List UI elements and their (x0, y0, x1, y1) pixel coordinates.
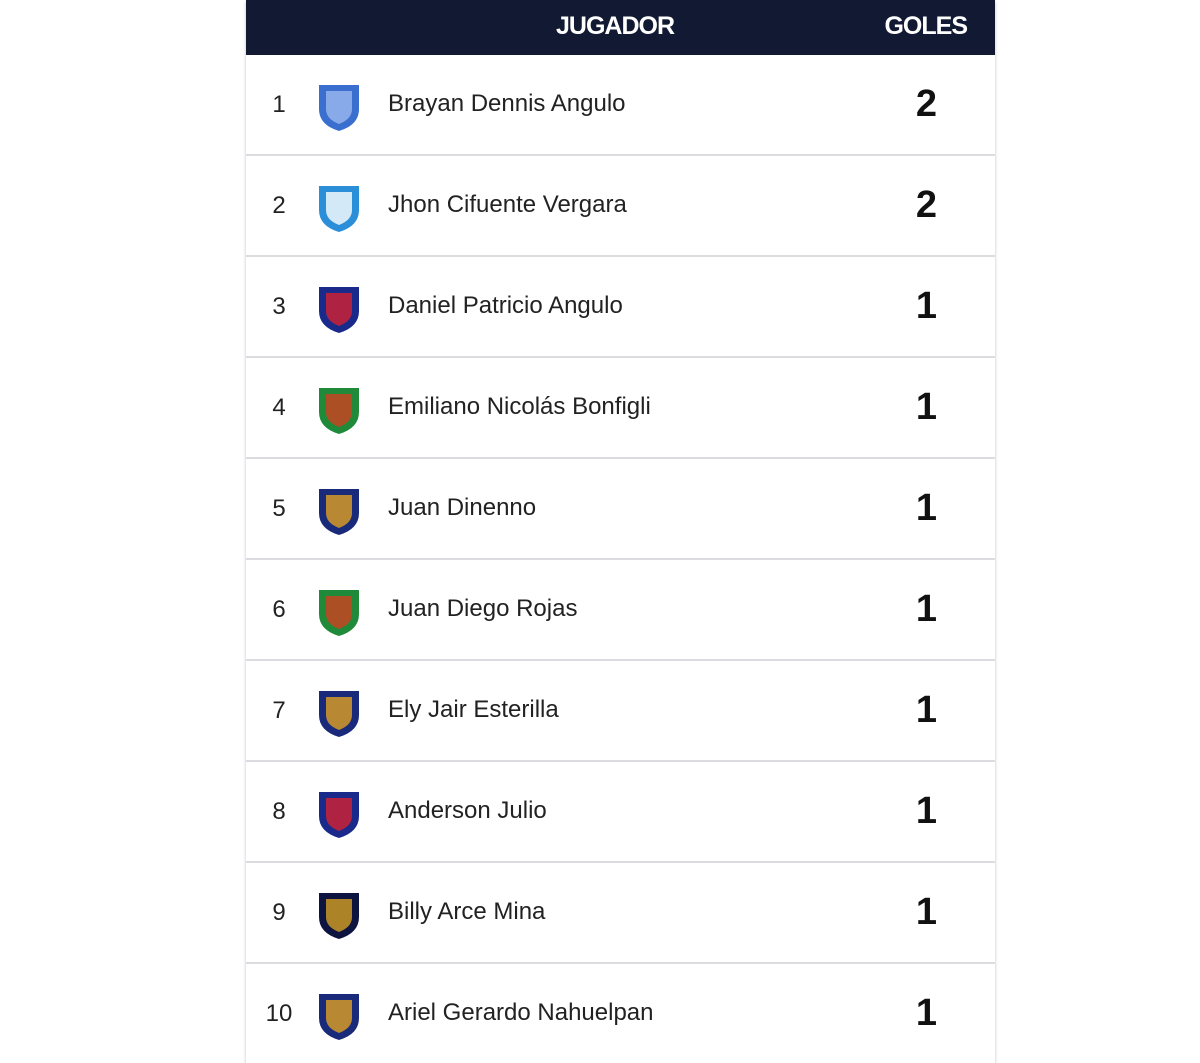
goals-count: 2 (915, 83, 937, 125)
rank: 4 (272, 394, 286, 421)
rank: 9 (272, 899, 286, 926)
rank: 1 (272, 91, 286, 118)
table-row[interactable]: 5 Juan Dinenno 1 (246, 459, 995, 560)
player-name[interactable]: Emiliano Nicolás Bonfigli (388, 393, 651, 420)
column-header-player[interactable]: JUGADOR (556, 12, 675, 40)
player-name[interactable]: Ariel Gerardo Nahuelpan (388, 999, 654, 1026)
table-row[interactable]: 3 Daniel Patricio Angulo 1 (246, 257, 995, 358)
goals-count: 2 (915, 184, 937, 226)
goals-count: 1 (915, 588, 937, 630)
table-row[interactable]: 10 Ariel Gerardo Nahuelpan 1 (246, 964, 995, 1063)
column-header-goals[interactable]: GOLES (884, 12, 968, 40)
rank: 5 (272, 495, 286, 522)
player-name[interactable]: Anderson Julio (388, 797, 547, 824)
goals-count: 1 (915, 487, 937, 529)
barcelona-sc-crest-icon (314, 483, 364, 537)
goals-count: 1 (915, 790, 937, 832)
rank: 7 (272, 697, 286, 724)
barcelona-sc-crest-icon (314, 685, 364, 739)
rank: 6 (272, 596, 286, 623)
goals-count: 1 (915, 386, 937, 428)
table-row[interactable]: 8 Anderson Julio 1 (246, 762, 995, 863)
goals-count: 1 (915, 992, 937, 1034)
rank: 8 (272, 798, 286, 825)
table-row[interactable]: 4 Emiliano Nicolás Bonfigli 1 (246, 358, 995, 459)
player-name[interactable]: Ely Jair Esterilla (388, 696, 559, 723)
independiente-del-valle-crest-icon (314, 887, 364, 941)
goals-count: 1 (915, 689, 937, 731)
table-row[interactable]: 1 Brayan Dennis Angulo 2 (246, 55, 995, 156)
ldu-quito-crest-icon (314, 786, 364, 840)
table-row[interactable]: 9 Billy Arce Mina 1 (246, 863, 995, 964)
goals-count: 1 (915, 285, 937, 327)
player-name[interactable]: Juan Dinenno (388, 494, 537, 521)
table-row[interactable]: 2 Jhon Cifuente Vergara 2 (246, 156, 995, 257)
mushuc-runa-crest-icon (314, 382, 364, 436)
universidad-catolica-crest-icon (314, 180, 364, 234)
player-name[interactable]: Brayan Dennis Angulo (388, 90, 626, 117)
emelec-crest-icon (314, 79, 364, 133)
el-nacional-crest-icon (314, 281, 364, 335)
barcelona-sc-crest-icon (314, 988, 364, 1042)
mushuc-runa-crest-icon (314, 584, 364, 638)
table-header: JUGADOR GOLES (246, 0, 995, 55)
rank: 10 (265, 1000, 293, 1027)
table-row[interactable]: 6 Juan Diego Rojas 1 (246, 560, 995, 661)
player-name[interactable]: Billy Arce Mina (388, 898, 546, 925)
player-name[interactable]: Juan Diego Rojas (388, 595, 578, 622)
table-row[interactable]: 7 Ely Jair Esterilla 1 (246, 661, 995, 762)
rank: 2 (272, 192, 286, 219)
player-name[interactable]: Daniel Patricio Angulo (388, 292, 623, 319)
rank: 3 (272, 293, 286, 320)
player-name[interactable]: Jhon Cifuente Vergara (388, 191, 627, 218)
goals-count: 1 (915, 891, 937, 933)
